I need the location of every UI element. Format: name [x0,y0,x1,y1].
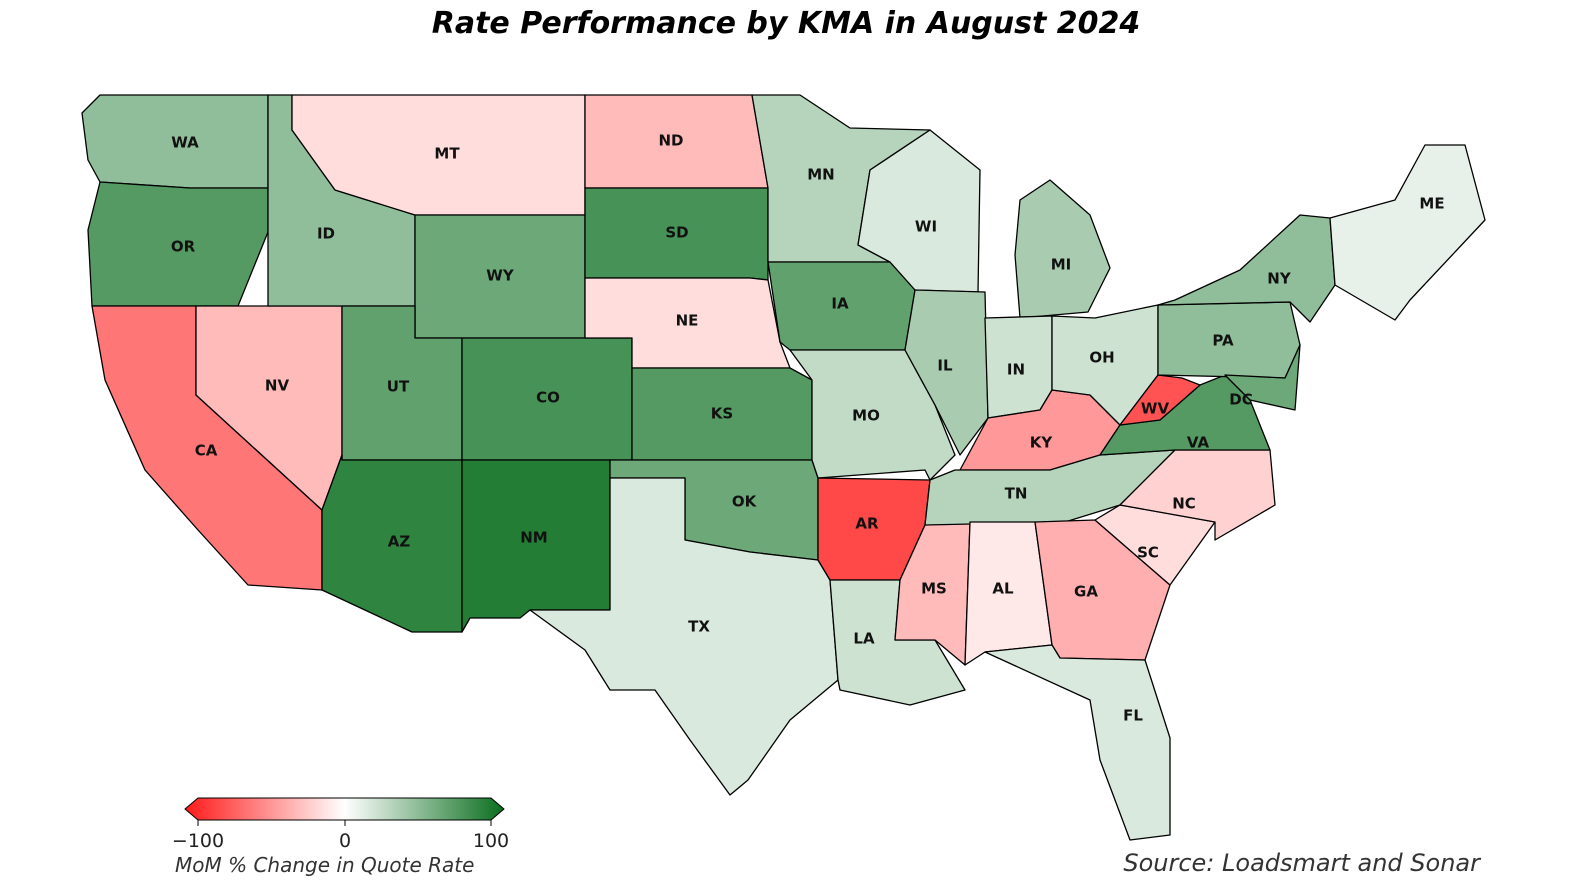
state-MI[interactable] [1014,179,1111,319]
state-label-WY: WY [486,267,515,285]
state-label-MI: MI [1051,256,1072,274]
state-label-MS: MS [921,580,947,598]
state-label-AR: AR [855,515,879,533]
state-label-WA: WA [171,134,199,152]
state-label-KY: KY [1030,434,1054,452]
state-label-AL: AL [992,580,1014,598]
state-labels: WA OR CA NV ID MT WY UT AZ CO NM ND SD N… [171,132,1445,725]
chart-title: Rate Performance by KMA in August 2024 [431,6,1141,41]
state-label-PA: PA [1212,332,1234,350]
state-label-NM: NM [520,529,547,547]
states-layer [81,94,1486,841]
legend-mid-label: 0 [339,830,351,852]
state-label-IA: IA [831,295,849,313]
state-label-NY: NY [1267,270,1292,288]
state-label-LA: LA [853,630,875,648]
state-label-OK: OK [732,493,758,511]
source-credit: Source: Loadsmart and Sonar [1123,849,1480,877]
state-label-SD: SD [665,224,688,242]
state-label-OH: OH [1089,349,1114,367]
state-label-ID: ID [317,225,335,243]
state-label-TX: TX [688,618,710,636]
state-label-WV: WV [1141,400,1170,418]
state-label-KS: KS [711,405,733,423]
state-label-FL: FL [1123,707,1143,725]
state-label-NV: NV [265,377,290,395]
state-label-IL: IL [937,357,953,375]
state-label-NE: NE [676,312,699,330]
state-FL[interactable] [984,644,1171,841]
state-label-MN: MN [807,166,834,184]
legend-colorbar [184,797,505,821]
state-WV[interactable] [1119,374,1201,426]
legend-max-label: 100 [473,830,509,852]
state-ME[interactable] [1329,144,1486,321]
state-label-MT: MT [434,145,460,163]
state-DC[interactable] [1224,344,1301,411]
state-TX[interactable] [529,477,839,796]
state-label-IN: IN [1007,361,1025,379]
state-label-ME: ME [1419,195,1444,213]
state-label-TN: TN [1005,485,1028,503]
state-label-GA: GA [1074,583,1098,601]
state-label-OR: OR [171,238,196,256]
state-label-NC: NC [1172,495,1196,513]
state-label-CO: CO [536,389,560,407]
state-label-AZ: AZ [388,533,411,551]
state-label-WI: WI [915,218,937,236]
state-label-SC: SC [1137,544,1159,562]
legend-min-label: −100 [172,830,224,852]
state-IL[interactable] [904,289,989,456]
state-label-UT: UT [387,378,410,396]
state-label-VA: VA [1187,434,1210,452]
state-label-MO: MO [852,407,880,425]
state-label-DC: DC [1229,391,1252,409]
state-label-CA: CA [195,442,218,460]
state-label-ND: ND [658,132,683,150]
color-legend: −100 0 100 [172,797,509,852]
legend-caption: MoM % Change in Quote Rate [175,853,475,877]
state-OR[interactable] [87,181,269,307]
